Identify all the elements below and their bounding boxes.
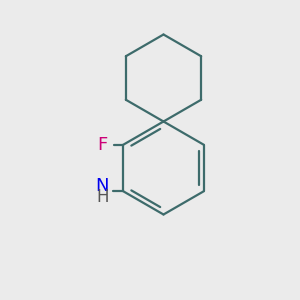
Text: F: F (97, 136, 107, 154)
Text: H: H (96, 188, 109, 206)
Text: N: N (95, 177, 109, 195)
